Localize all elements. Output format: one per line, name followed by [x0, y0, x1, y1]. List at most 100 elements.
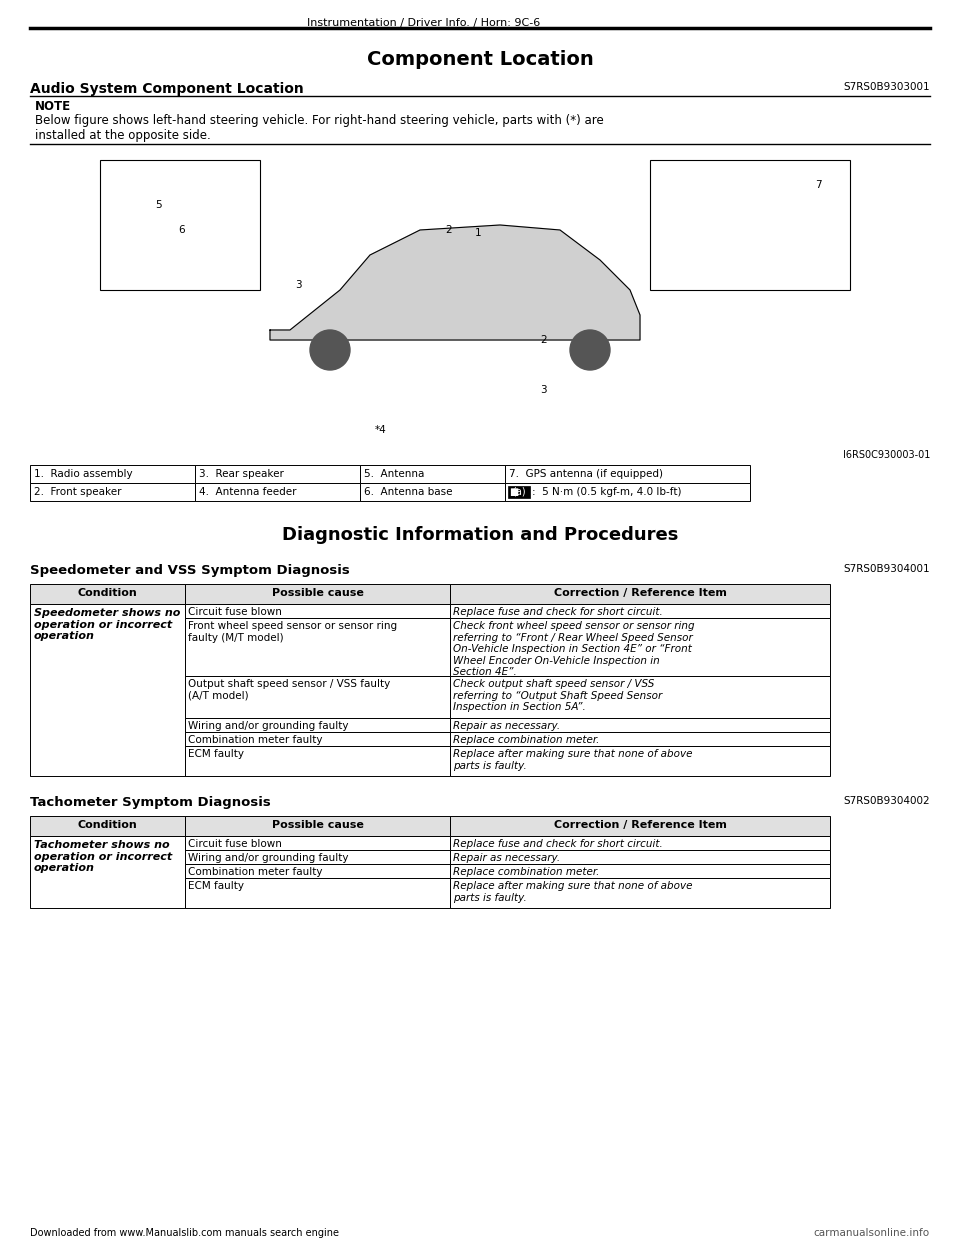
Bar [195, 483, 360, 501]
Text: ECM faulty: ECM faulty [188, 749, 244, 759]
Bar [30, 465, 195, 483]
Text: 7.  GPS antenna (if equipped): 7. GPS antenna (if equipped) [509, 469, 663, 479]
Bar [185, 584, 450, 604]
Text: Speedometer and VSS Symptom Diagnosis: Speedometer and VSS Symptom Diagnosis [30, 564, 349, 578]
Bar [508, 486, 530, 498]
Bar [360, 483, 505, 501]
Text: 6.  Antenna base: 6. Antenna base [364, 487, 452, 497]
Text: Diagnostic Information and Procedures: Diagnostic Information and Procedures [282, 527, 678, 544]
Bar [185, 676, 450, 718]
Text: *4: *4 [375, 425, 387, 435]
Circle shape [310, 330, 350, 370]
Text: Replace after making sure that none of above
parts is faulty.: Replace after making sure that none of a… [453, 881, 692, 903]
Text: Combination meter faulty: Combination meter faulty [188, 867, 323, 877]
Text: 7: 7 [815, 180, 822, 190]
Text: 5: 5 [155, 200, 161, 210]
Bar [505, 483, 750, 501]
Text: Replace combination meter.: Replace combination meter. [453, 735, 599, 745]
Text: Wiring and/or grounding faulty: Wiring and/or grounding faulty [188, 722, 348, 732]
Bar [30, 483, 195, 501]
Text: 2.  Front speaker: 2. Front speaker [34, 487, 122, 497]
Text: Replace fuse and check for short circuit.: Replace fuse and check for short circuit… [453, 607, 662, 617]
Bar [450, 619, 830, 676]
Text: Check front wheel speed sensor or sensor ring
referring to “Front / Rear Wheel S: Check front wheel speed sensor or sensor… [453, 621, 695, 677]
Text: Circuit fuse blown: Circuit fuse blown [188, 607, 282, 617]
Text: Possible cause: Possible cause [272, 820, 364, 830]
Text: Replace after making sure that none of above
parts is faulty.: Replace after making sure that none of a… [453, 749, 692, 770]
Bar [450, 816, 830, 836]
Bar [185, 718, 450, 732]
Bar [450, 864, 830, 878]
Bar [450, 718, 830, 732]
Bar [30, 604, 185, 776]
Text: Circuit fuse blown: Circuit fuse blown [188, 840, 282, 850]
Bar [30, 836, 185, 908]
Text: Output shaft speed sensor / VSS faulty
(A/T model): Output shaft speed sensor / VSS faulty (… [188, 679, 391, 700]
Text: Combination meter faulty: Combination meter faulty [188, 735, 323, 745]
Text: Condition: Condition [78, 587, 137, 597]
Text: Replace combination meter.: Replace combination meter. [453, 867, 599, 877]
Bar [450, 604, 830, 619]
Bar [450, 584, 830, 604]
Bar [185, 816, 450, 836]
Text: I6RS0C930003-01: I6RS0C930003-01 [843, 450, 930, 460]
Text: 6: 6 [178, 225, 184, 235]
Bar [450, 836, 830, 850]
Text: Possible cause: Possible cause [272, 587, 364, 597]
Bar [185, 864, 450, 878]
Text: Wiring and/or grounding faulty: Wiring and/or grounding faulty [188, 853, 348, 863]
Text: 2: 2 [445, 225, 451, 235]
Text: Front wheel speed sensor or sensor ring
faulty (M/T model): Front wheel speed sensor or sensor ring … [188, 621, 397, 642]
Text: Downloaded from www.Manualslib.com manuals search engine: Downloaded from www.Manualslib.com manua… [30, 1228, 339, 1238]
Text: :  5 N·m (0.5 kgf-m, 4.0 lb-ft): : 5 N·m (0.5 kgf-m, 4.0 lb-ft) [532, 487, 682, 497]
Text: ECM faulty: ECM faulty [188, 881, 244, 891]
Text: (a): (a) [512, 487, 526, 497]
Text: S7RS0B9304001: S7RS0B9304001 [844, 564, 930, 574]
Bar [265, 190, 645, 410]
Text: Speedometer shows no
operation or incorrect
operation: Speedometer shows no operation or incorr… [34, 609, 180, 641]
Text: S7RS0B9303001: S7RS0B9303001 [844, 82, 930, 92]
Text: Component Location: Component Location [367, 50, 593, 70]
Bar [195, 465, 360, 483]
Text: carmanualsonline.info: carmanualsonline.info [814, 1228, 930, 1238]
Polygon shape [270, 225, 640, 340]
Text: NOTE: NOTE [35, 101, 71, 113]
Text: 3: 3 [540, 385, 546, 395]
Bar [450, 850, 830, 864]
Text: 5.  Antenna: 5. Antenna [364, 469, 424, 479]
Bar [100, 160, 260, 289]
Bar [450, 732, 830, 746]
Circle shape [570, 330, 610, 370]
Text: S7RS0B9304002: S7RS0B9304002 [844, 796, 930, 806]
Text: Audio System Component Location: Audio System Component Location [30, 82, 303, 96]
Bar [185, 619, 450, 676]
Text: Repair as necessary.: Repair as necessary. [453, 853, 560, 863]
Bar [360, 465, 505, 483]
Bar [650, 160, 850, 289]
Text: Condition: Condition [78, 820, 137, 830]
Bar [30, 816, 185, 836]
Bar [185, 746, 450, 776]
Text: ■: ■ [509, 487, 518, 497]
Text: Correction / Reference Item: Correction / Reference Item [554, 587, 727, 597]
Text: Check output shaft speed sensor / VSS
referring to “Output Shaft Speed Sensor
In: Check output shaft speed sensor / VSS re… [453, 679, 662, 712]
Bar [450, 878, 830, 908]
Text: 3: 3 [295, 279, 301, 289]
Text: Instrumentation / Driver Info. / Horn: 9C-6: Instrumentation / Driver Info. / Horn: 9… [307, 17, 540, 29]
Bar [450, 676, 830, 718]
Bar [505, 465, 750, 483]
Text: Repair as necessary.: Repair as necessary. [453, 722, 560, 732]
Text: Correction / Reference Item: Correction / Reference Item [554, 820, 727, 830]
Bar [185, 850, 450, 864]
Text: 2: 2 [540, 335, 546, 345]
Text: Below figure shows left-hand steering vehicle. For right-hand steering vehicle, : Below figure shows left-hand steering ve… [35, 114, 604, 142]
Text: Tachometer shows no
operation or incorrect
operation: Tachometer shows no operation or incorre… [34, 840, 172, 873]
Text: 3.  Rear speaker: 3. Rear speaker [199, 469, 284, 479]
Bar [185, 732, 450, 746]
Text: Replace fuse and check for short circuit.: Replace fuse and check for short circuit… [453, 840, 662, 850]
Text: 1: 1 [475, 229, 482, 238]
Text: 1.  Radio assembly: 1. Radio assembly [34, 469, 132, 479]
Text: 4.  Antenna feeder: 4. Antenna feeder [199, 487, 297, 497]
Bar [185, 604, 450, 619]
Bar [185, 836, 450, 850]
